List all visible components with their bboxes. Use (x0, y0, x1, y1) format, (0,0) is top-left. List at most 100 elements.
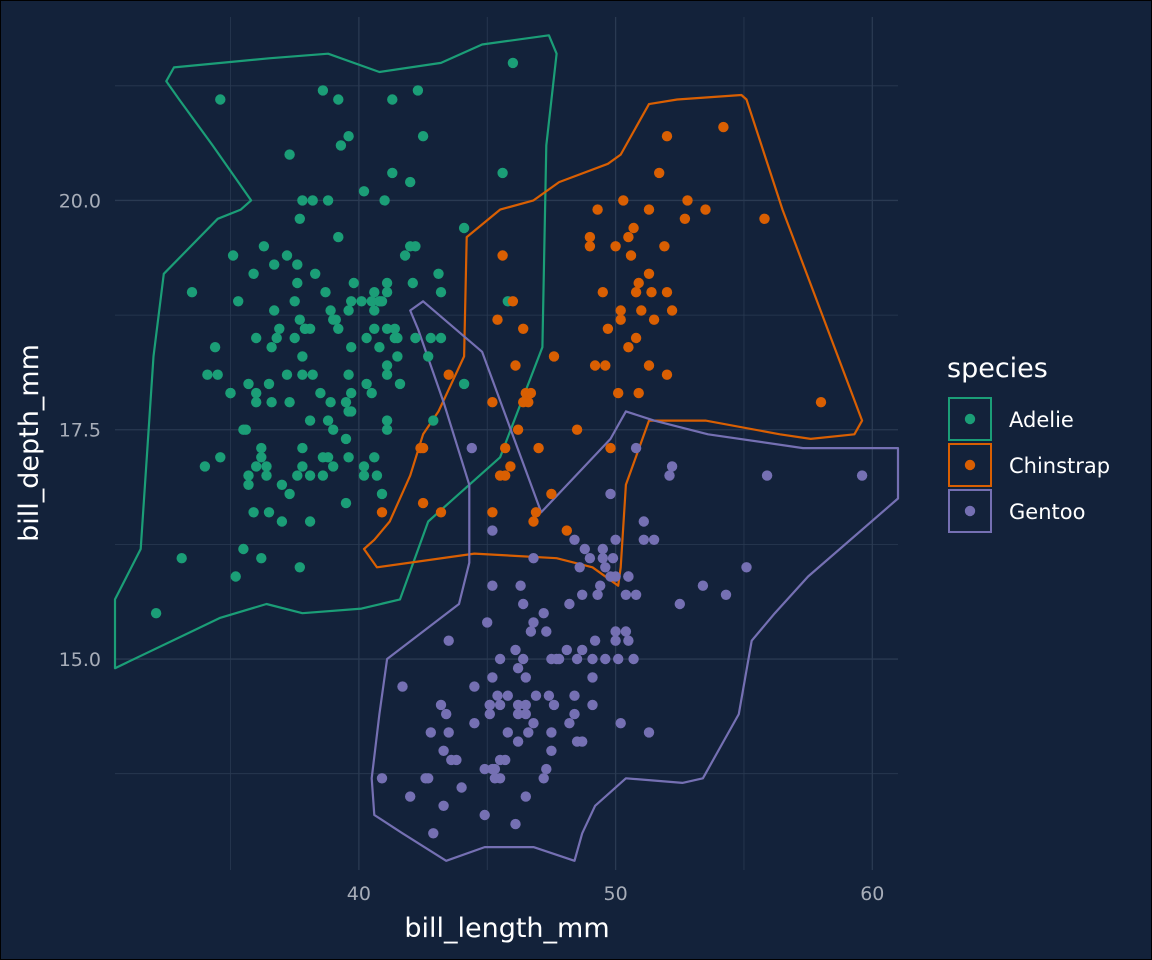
adelie-point (346, 342, 357, 353)
gentoo-point (494, 699, 506, 711)
adelie-point (343, 305, 354, 316)
gentoo-point (487, 672, 498, 683)
chinstrap-point (571, 424, 583, 435)
adelie-legend-label: Adelie (1009, 408, 1074, 432)
adelie-point (199, 461, 211, 472)
chinstrap-point (615, 305, 626, 316)
adelie-point (284, 149, 295, 160)
gentoo-point (610, 534, 621, 545)
adelie-point (150, 608, 162, 619)
adelie-point (433, 268, 444, 279)
adelie-point (266, 397, 277, 408)
adelie-point (281, 250, 293, 261)
gentoo-point (487, 580, 498, 591)
gentoo-point (697, 580, 709, 591)
adelie-point (292, 470, 303, 481)
gentoo-point (571, 653, 583, 665)
adelie-point (343, 369, 354, 380)
gentoo-point (512, 736, 524, 747)
gentoo-point (761, 470, 773, 481)
adelie-point (428, 415, 439, 426)
adelie-point (269, 305, 280, 316)
adelie-point (292, 259, 303, 270)
chinstrap-point (605, 442, 616, 454)
chinstrap-point (618, 195, 629, 206)
adelie-point (251, 397, 262, 408)
gentoo-point (605, 488, 616, 500)
adelie-point (412, 85, 424, 96)
gentoo-point (438, 745, 449, 756)
gentoo-point (376, 773, 388, 784)
gentoo-point (546, 653, 557, 665)
gentoo-point (584, 553, 596, 564)
gentoo-point (435, 699, 447, 711)
adelie-point (399, 250, 411, 261)
chinstrap-point (661, 287, 673, 298)
adelie-point (289, 332, 300, 344)
chinstrap-point (682, 195, 693, 206)
gentoo-point (512, 663, 524, 674)
gentoo-point (482, 617, 493, 628)
gentoo-point (587, 672, 598, 683)
gentoo-point (512, 699, 524, 711)
adelie-point (340, 397, 352, 408)
x-tick-label: 60 (860, 883, 884, 905)
adelie-point (322, 195, 334, 206)
adelie-point (292, 277, 303, 289)
adelie-point (297, 369, 308, 380)
chinstrap-point (623, 342, 634, 353)
adelie-point (215, 452, 226, 463)
chinstrap-point (815, 397, 827, 408)
gentoo-point (577, 589, 588, 600)
chinstrap-point (643, 268, 655, 279)
y-tick-label: 20.0 (59, 190, 101, 212)
gentoo-point (528, 617, 539, 628)
adelie-point (209, 342, 221, 353)
gentoo-point (592, 589, 603, 600)
x-tick-label: 40 (347, 883, 371, 905)
chinstrap-point (600, 360, 611, 371)
adelie-point (304, 415, 316, 426)
gentoo-point (541, 626, 552, 637)
adelie-point (251, 461, 262, 472)
adelie-point (497, 167, 508, 179)
adelie-point (392, 351, 403, 362)
chinstrap-point (584, 241, 596, 252)
adelie-point (340, 433, 352, 445)
chinstrap-point (443, 369, 454, 380)
species-hulls (113, 34, 900, 862)
chinstrap-point (530, 507, 542, 518)
adelie-point (458, 378, 470, 390)
y-tick-label: 15.0 (59, 649, 101, 671)
gentoo-point (600, 653, 611, 665)
gentoo-point (520, 699, 531, 711)
chinstrap-point (435, 507, 447, 518)
adelie-point (340, 497, 352, 509)
gentoo-point (487, 763, 498, 775)
chinstrap-point (500, 442, 511, 454)
adelie-point (507, 57, 519, 69)
chinstrap-point (602, 323, 614, 334)
gentoo-point (443, 635, 454, 646)
chinstrap-point (643, 204, 655, 215)
gentoo-point (451, 754, 462, 766)
gentoo-point (643, 727, 655, 738)
chinstrap-point (533, 442, 544, 454)
adelie-point (276, 516, 288, 527)
adelie-point (251, 387, 262, 399)
gentoo-point (610, 626, 621, 637)
adelie-point (307, 195, 318, 206)
adelie-point (297, 461, 308, 472)
adelie-point (243, 470, 254, 481)
chinstrap-point (492, 314, 503, 325)
gentoo-point (466, 442, 477, 454)
adelie-point (381, 287, 393, 298)
legend: species Adelie Chinstrap Gentoo (947, 353, 1110, 533)
chinstrap-point (700, 204, 711, 215)
chinstrap-point (633, 387, 644, 399)
adelie-point (343, 131, 354, 142)
gentoo-point (623, 635, 634, 646)
adelie-point (238, 543, 249, 555)
